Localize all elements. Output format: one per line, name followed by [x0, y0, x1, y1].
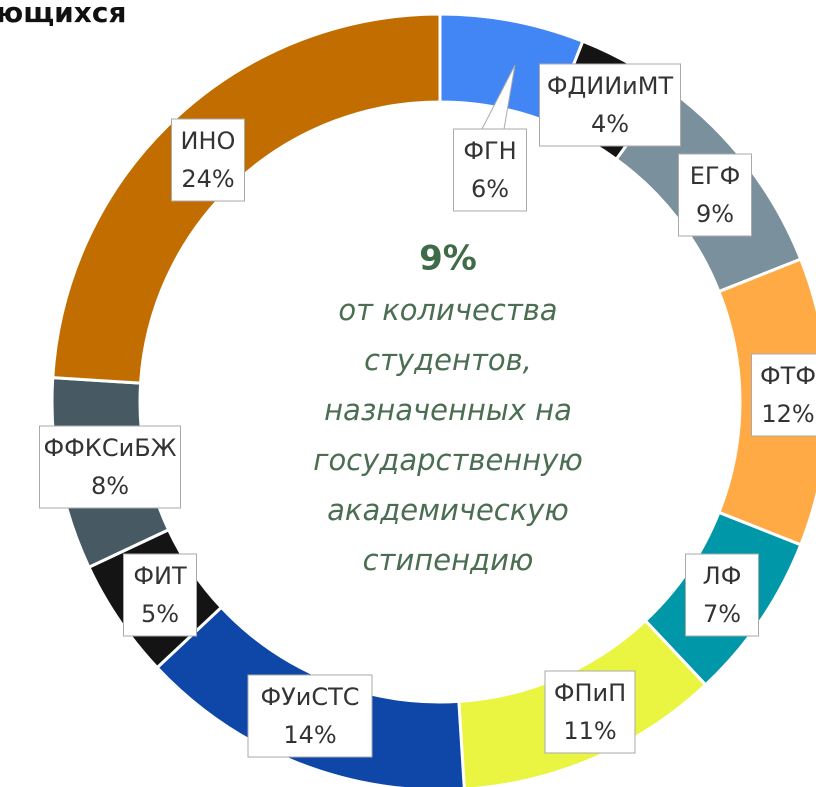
category-label: ФПиП	[554, 679, 626, 707]
category-label: ФТФ	[760, 362, 816, 390]
category-label: ФГН	[463, 137, 516, 165]
category-label: ФИТ	[133, 562, 187, 590]
category-label: ЛФ	[703, 562, 742, 590]
label-box	[685, 553, 759, 637]
center-text: государственную	[313, 443, 583, 477]
value-label: 8%	[91, 472, 129, 500]
label-box	[453, 128, 527, 212]
center-text: назначенных на	[324, 393, 572, 427]
category-label: ФДИИиМТ	[547, 72, 674, 100]
label-box	[544, 670, 636, 754]
chart-title: ющихся	[0, 0, 126, 29]
center-value: 9%	[419, 239, 477, 279]
label-box	[171, 118, 245, 202]
label-box	[678, 153, 752, 237]
center-text: стипендию	[363, 543, 534, 577]
value-label: 7%	[703, 600, 741, 628]
value-label: 14%	[283, 721, 336, 749]
value-label: 4%	[591, 110, 629, 138]
category-label: ИНО	[181, 127, 236, 155]
callout	[481, 64, 516, 130]
category-label: ФУиСТС	[260, 683, 359, 711]
labels: ФГН 6% ФДИИиМТ 4% ЕГФ 9% ФТФ 12% ЛФ 7% ФПиП 11% ФУиС…	[39, 63, 816, 758]
label-box	[751, 353, 816, 437]
value-label: 24%	[181, 165, 234, 193]
value-label: 9%	[696, 200, 734, 228]
label-box	[247, 674, 373, 758]
label-box	[539, 63, 681, 147]
center-text: студентов,	[364, 343, 532, 377]
label-box	[123, 553, 197, 637]
category-label: ЕГФ	[690, 162, 740, 190]
value-label: 12%	[761, 400, 814, 428]
value-label: 6%	[471, 175, 509, 203]
center-text: от количества	[338, 293, 557, 327]
donut-segment	[51, 12, 442, 385]
category-label: ФФКСиБЖ	[43, 434, 176, 462]
value-label: 11%	[563, 717, 616, 745]
value-label: 5%	[141, 600, 179, 628]
center-text: академическую	[327, 493, 569, 527]
label-box	[39, 425, 181, 509]
